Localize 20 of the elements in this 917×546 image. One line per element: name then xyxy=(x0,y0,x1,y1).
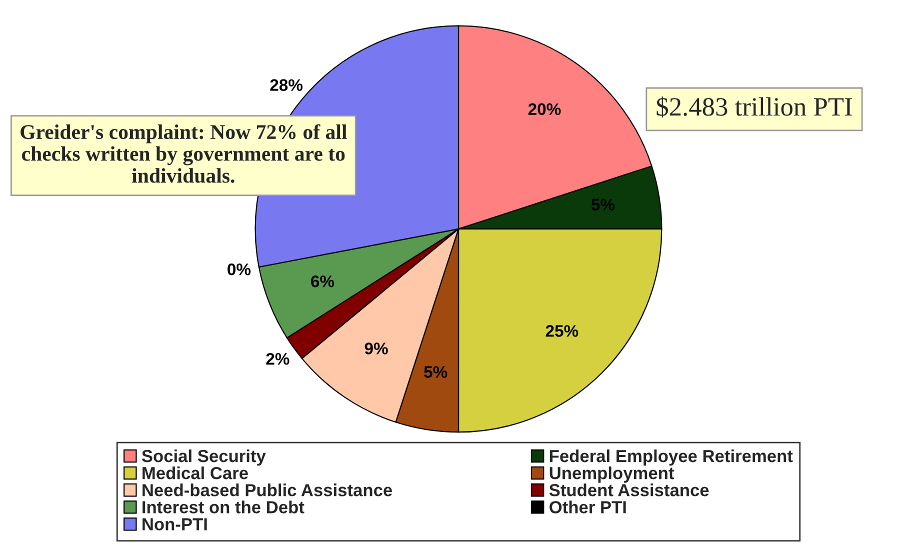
text: $2.483 trillion PTI xyxy=(656,96,852,118)
legend-label: Need-based Public Assistance xyxy=(142,484,392,496)
legend-label: Social Security xyxy=(142,449,266,466)
data-label: 28% xyxy=(270,79,303,91)
data-label: 2% xyxy=(266,352,290,365)
text: Greider's complaint: Now 72% of all checks written by government are to individuals. xyxy=(20,124,347,183)
text: 0% xyxy=(228,263,251,276)
data-label: 20% xyxy=(528,103,561,116)
data-label: 9% xyxy=(364,342,388,354)
legend-label: Interest on the Debt xyxy=(142,500,304,514)
data-label: 5% xyxy=(424,366,448,378)
data-label: 25% xyxy=(546,325,578,337)
legend-label: Unemployment xyxy=(550,466,674,483)
data-label: 5% xyxy=(591,198,615,211)
data-label: 6% xyxy=(311,275,334,288)
legend-label: Medical Care xyxy=(142,466,248,480)
legend-label: Other PTI xyxy=(550,500,626,514)
legend-label: Federal Employee Retirement xyxy=(550,449,793,466)
legend-label: Student Assistance xyxy=(549,484,709,496)
legend-label: Non-PTI xyxy=(142,518,207,530)
